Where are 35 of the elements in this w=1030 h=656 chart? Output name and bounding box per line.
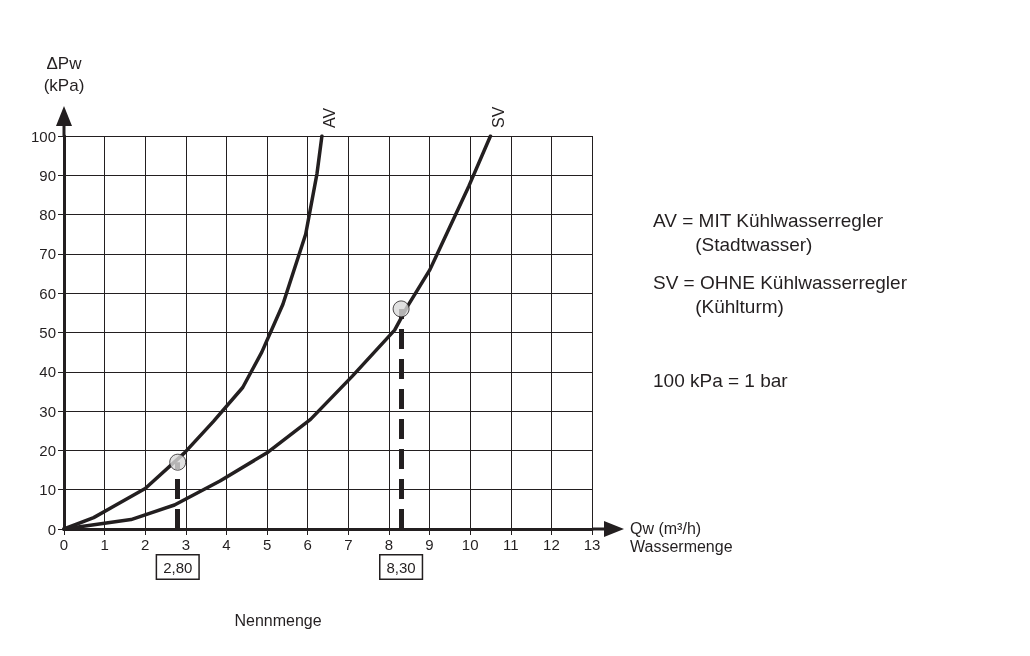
y-tick-label: 40 <box>39 363 56 381</box>
x-tick-label: 6 <box>303 536 312 553</box>
ref-line-label: 8,30 <box>386 558 416 576</box>
ref-line-label: 2,80 <box>163 558 193 576</box>
y-tick-label: 0 <box>47 520 56 538</box>
x-tick-label: 3 <box>181 536 191 553</box>
text: Nennmenge <box>234 611 322 629</box>
text: 100 kPa = 1 bar <box>653 369 789 391</box>
x-tick-label: 4 <box>222 536 231 553</box>
y-axis-title: ΔPw (kPa) <box>43 53 85 95</box>
y-tick-label: 70 <box>39 245 56 263</box>
y-tick-label: 30 <box>39 402 56 420</box>
x-tick-label: 5 <box>262 536 272 553</box>
x-tick-label: 2 <box>141 536 150 553</box>
y-tick-label: 90 <box>39 166 56 184</box>
x-tick-label: 11 <box>502 536 519 553</box>
y-tick-label: 10 <box>39 481 56 499</box>
x-tick-label: 7 <box>344 536 353 553</box>
x-tick-label: 9 <box>425 536 434 553</box>
text: AV <box>321 107 339 128</box>
y-tick-label: 20 <box>39 441 56 459</box>
x-tick-label: 12 <box>543 536 560 553</box>
x-tick-label: 10 <box>461 536 479 553</box>
x-tick-label: 1 <box>100 536 109 553</box>
y-tick-label: 60 <box>39 284 56 302</box>
y-tick-label: 80 <box>39 206 56 224</box>
text: AV = MIT Kühlwasserregler (Stadtwasser) <box>653 209 884 255</box>
text: SV <box>489 106 507 128</box>
x-tick-label: 8 <box>384 536 394 553</box>
x-tick-label: 0 <box>59 536 69 553</box>
text: SV = OHNE Kühlwasserregler (Kühlturm) <box>653 271 908 317</box>
y-tick-label: 100 <box>30 127 56 145</box>
x-axis-title: Qw (m³/h) Wassermenge <box>630 519 733 555</box>
x-tick-label: 13 <box>583 536 601 553</box>
y-tick-label: 50 <box>39 324 56 341</box>
